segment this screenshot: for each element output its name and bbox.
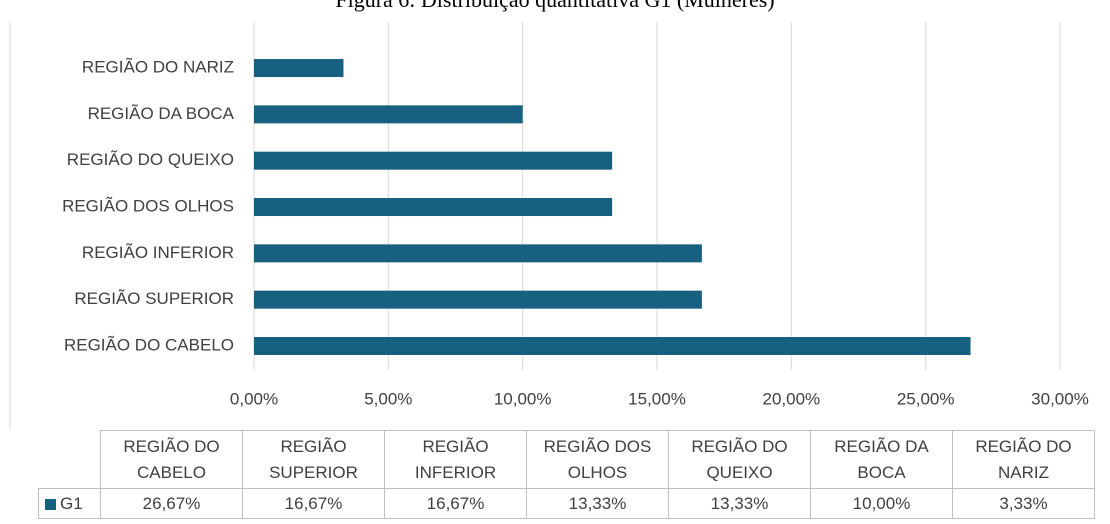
table-header-row: REGIÃO DO CABELO REGIÃO SUPERIOR REGIÃO IN… (39, 430, 1095, 489)
x-tick-label: 20,00% (762, 389, 820, 408)
table-value: 13,33% (526, 488, 669, 519)
x-tick-label: 30,00% (1031, 389, 1089, 408)
table-category: REGIÃO DO NARIZ (952, 430, 1095, 489)
table-value: 16,67% (384, 488, 527, 519)
data-table: REGIÃO DO CABELO REGIÃO SUPERIOR REGIÃO IN… (38, 430, 1095, 519)
chart: Figura 6: Distribuição quantitativa G1 (… (9, 0, 1089, 430)
bar (254, 290, 702, 309)
bar (254, 244, 702, 263)
table-data-row: G1 26,67% 16,67% 16,67% 13,33% 13,33% 10,00% 3,… (38, 488, 1095, 519)
table-corner (39, 431, 101, 489)
x-tick-label: 15,00% (628, 389, 686, 408)
table-value: 26,67% (100, 488, 243, 519)
bar (254, 59, 344, 78)
legend-swatch (45, 498, 56, 510)
legend-entry: G1 (38, 488, 101, 519)
table-category: REGIÃO DA BOCA (810, 430, 953, 489)
table-category: REGIÃO SUPERIOR (242, 430, 385, 489)
y-tick-label: REGIÃO DO NARIZ (82, 58, 234, 77)
y-tick-label: REGIÃO SUPERIOR (74, 289, 234, 308)
table-value: 10,00% (810, 488, 953, 519)
table-value: 3,33% (952, 488, 1095, 519)
bar (254, 105, 523, 124)
y-tick-label: REGIÃO INFERIOR (82, 243, 234, 262)
legend-label: G1 (60, 493, 83, 513)
table-category: REGIÃO INFERIOR (384, 430, 527, 489)
y-tick-label: REGIÃO DOS OLHOS (62, 196, 234, 215)
x-tick-label: 0,00% (230, 389, 278, 408)
x-tick-label: 25,00% (897, 389, 955, 408)
x-tick-label: 10,00% (494, 389, 552, 408)
table-category: REGIÃO DOS OLHOS (526, 430, 669, 489)
bar (254, 337, 971, 355)
table-value: 16,67% (242, 488, 385, 519)
y-tick-label: REGIÃO DO CABELO (64, 335, 234, 354)
bar (254, 151, 613, 170)
table-category: REGIÃO DO CABELO (100, 430, 243, 489)
chart-title: Figura 6: Distribuição quantitativa G1 (… (335, 0, 774, 12)
table-category: REGIÃO DO QUEIXO (668, 430, 811, 489)
bar (254, 198, 613, 217)
y-tick-label: REGIÃO DA BOCA (88, 104, 235, 123)
x-tick-label: 5,00% (364, 389, 412, 408)
table-value: 13,33% (668, 488, 811, 519)
y-tick-label: REGIÃO DO QUEIXO (67, 150, 234, 169)
